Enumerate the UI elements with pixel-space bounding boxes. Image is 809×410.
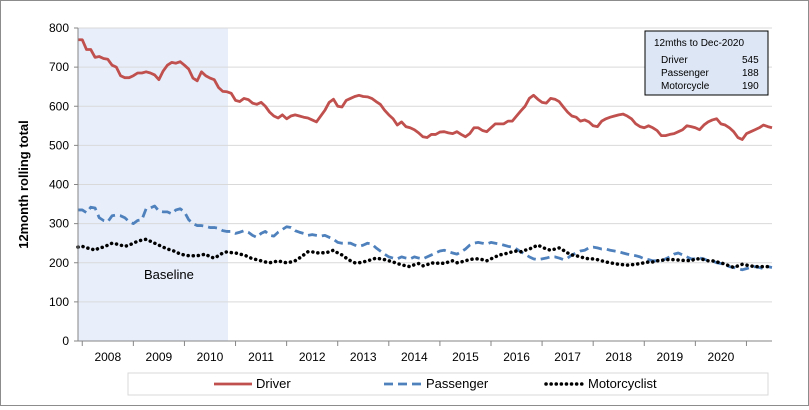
x-tick-label: 2014 bbox=[401, 350, 428, 364]
y-tick-label: 300 bbox=[49, 217, 69, 231]
baseline-label: Baseline bbox=[144, 267, 194, 282]
legend-box bbox=[127, 372, 769, 396]
summary-value: 545 bbox=[742, 55, 759, 66]
summary-box bbox=[644, 30, 769, 96]
x-tick-label: 2020 bbox=[708, 350, 735, 364]
x-tick-label: 2015 bbox=[452, 350, 479, 364]
x-tick-label: 2016 bbox=[503, 350, 530, 364]
x-tick-label: 2018 bbox=[605, 350, 632, 364]
legend-label-driver: Driver bbox=[256, 376, 291, 391]
legend-label-passenger: Passenger bbox=[426, 376, 489, 391]
series-line-passenger bbox=[78, 204, 773, 272]
x-tick-label: 2013 bbox=[350, 350, 377, 364]
summary-title: 12mths to Dec-2020 bbox=[654, 38, 744, 49]
y-tick-label: 200 bbox=[49, 256, 69, 270]
legend-label-motorcyclist: Motorcyclist bbox=[588, 376, 657, 391]
summary-label: Driver bbox=[661, 55, 688, 66]
summary-value: 188 bbox=[742, 68, 759, 79]
x-tick-label: 2010 bbox=[197, 350, 224, 364]
x-tick-label: 2017 bbox=[554, 350, 581, 364]
y-tick-label: 600 bbox=[49, 99, 69, 113]
summary-value: 190 bbox=[742, 81, 759, 92]
x-tick-label: 2019 bbox=[656, 350, 683, 364]
series-line-driver bbox=[78, 38, 773, 141]
y-tick-label: 400 bbox=[49, 178, 69, 192]
x-tick-label: 2011 bbox=[248, 350, 274, 364]
series-line-motorcyclist bbox=[76, 237, 774, 270]
y-tick-label: 500 bbox=[49, 138, 69, 152]
y-tick-label: 0 bbox=[62, 334, 69, 348]
summary-label: Motorcycle bbox=[661, 81, 710, 92]
summary-label: Passenger bbox=[661, 68, 709, 79]
x-tick-label: 2012 bbox=[299, 350, 326, 364]
y-tick-label: 700 bbox=[49, 60, 69, 74]
x-tick-label: 2009 bbox=[146, 350, 173, 364]
y-tick-label: 100 bbox=[49, 295, 69, 309]
y-tick-label: 800 bbox=[49, 21, 69, 35]
x-tick-label: 2008 bbox=[94, 350, 121, 364]
y-axis-title: 12month rolling total bbox=[16, 120, 31, 249]
